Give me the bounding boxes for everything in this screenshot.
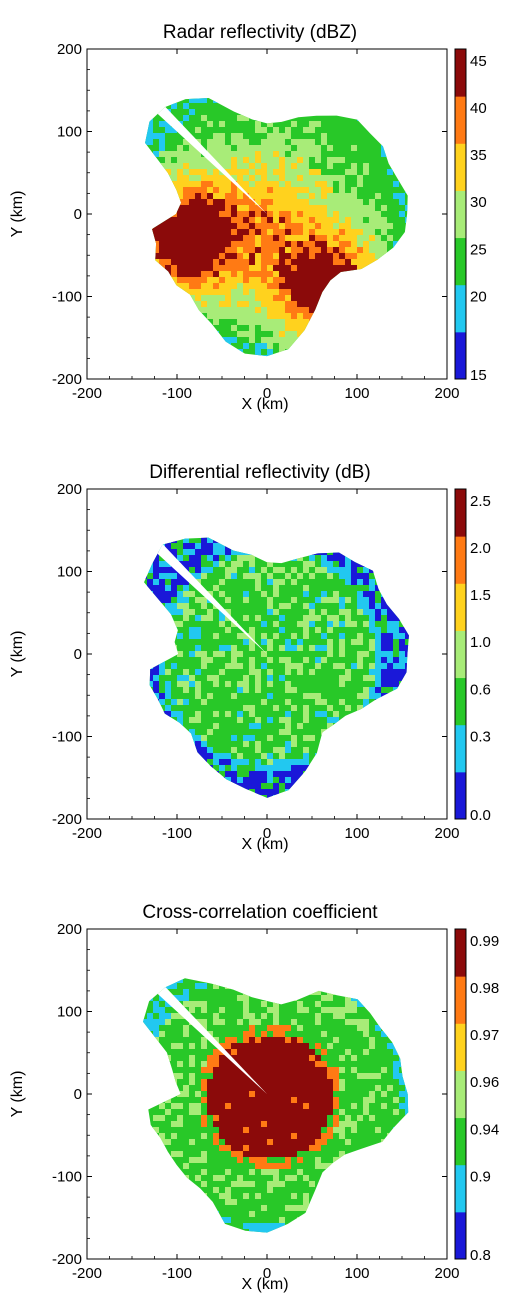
colorbar-label: 40 <box>470 100 487 117</box>
colorbar-segment <box>455 284 466 333</box>
chart-title: Cross-correlation coefficient <box>142 902 378 923</box>
colorbar-label: 45 <box>470 53 487 70</box>
y-tick-label: 0 <box>74 1086 82 1103</box>
colorbar-segment <box>455 771 466 820</box>
colorbar-segment <box>455 724 466 773</box>
colorbar-label: 0.3 <box>470 729 491 746</box>
plot-frame <box>86 488 448 820</box>
colorbar-segment <box>455 331 466 380</box>
y-tick-label: -100 <box>52 729 82 746</box>
x-tick-label: 200 <box>434 1265 459 1282</box>
colorbar-segment <box>455 190 466 239</box>
colorbar-label: 20 <box>470 289 487 306</box>
colorbar-segment <box>455 489 466 537</box>
plot-frame <box>86 928 448 1260</box>
x-tick-label: -100 <box>162 825 192 842</box>
colorbar-label: 25 <box>470 241 487 258</box>
x-axis-label: X (km) <box>241 1276 288 1293</box>
colorbar-frame <box>454 488 467 820</box>
chart-title: Radar reflectivity (dBZ) <box>163 22 357 43</box>
y-tick-label: 200 <box>57 921 82 938</box>
axes: -200 -100 0 100 200 -200 -100 0 100 200 <box>52 921 460 1282</box>
x-tick-label: -200 <box>72 1265 102 1282</box>
x-tick-label: -100 <box>162 385 192 402</box>
colorbar-segment <box>455 1023 466 1071</box>
colorbar-label: 0.8 <box>470 1247 491 1264</box>
x-tick-label: -200 <box>72 385 102 402</box>
y-tick-label: -100 <box>52 1169 82 1186</box>
cross-correlation-panel: Cross-correlation coefficient -200 -100 0 1… <box>9 902 499 1293</box>
x-tick-label: 200 <box>434 825 459 842</box>
axes: -200 -100 0 100 200 -200 -100 0 100 200 <box>52 41 460 402</box>
colorbar-segment <box>455 976 466 1024</box>
x-tick-label: -200 <box>72 825 102 842</box>
y-tick-label: 200 <box>57 41 82 58</box>
y-tick-label: -200 <box>52 1251 82 1268</box>
colorbar-segment <box>455 630 466 679</box>
x-tick-label: 0 <box>263 825 271 842</box>
colorbar-segment <box>455 929 466 977</box>
y-axis-label: Y (km) <box>9 631 26 678</box>
colorbar-label: 0.98 <box>470 980 499 997</box>
colorbar: 0.8 0.9 0.94 0.96 0.97 0.98 0.99 <box>454 928 499 1264</box>
colorbar-segment <box>455 583 466 631</box>
x-tick-label: 0 <box>263 385 271 402</box>
x-axis-label: X (km) <box>241 836 288 853</box>
reflectivity-panel: Radar reflectivity (dBZ) -200 -100 0 100 200… <box>9 22 487 413</box>
colorbar-segment <box>455 536 466 584</box>
y-tick-label: 100 <box>57 124 82 141</box>
colorbar-label: 0.9 <box>470 1169 491 1186</box>
colorbar-segment <box>455 49 466 97</box>
colorbar-segment <box>455 96 466 144</box>
colorbar-frame <box>454 928 467 1260</box>
colorbar-label: 2.0 <box>470 540 491 557</box>
x-tick-label: 0 <box>263 1265 271 1282</box>
y-tick-label: 100 <box>57 1004 82 1021</box>
y-tick-label: -200 <box>52 811 82 828</box>
colorbar-segment <box>455 1117 466 1166</box>
axes: -200 -100 0 100 200 -200 -100 0 100 200 <box>52 481 460 842</box>
colorbar-segment <box>455 143 466 191</box>
y-axis-label: Y (km) <box>9 191 26 238</box>
colorbar-label: 30 <box>470 194 487 211</box>
colorbar-frame <box>454 48 467 380</box>
colorbar-segment <box>455 1211 466 1260</box>
colorbar-label: 0.94 <box>470 1121 499 1138</box>
colorbar-segment <box>455 237 466 286</box>
x-tick-label: 200 <box>434 385 459 402</box>
colorbar-segment <box>455 1164 466 1213</box>
colorbar-segment <box>455 1070 466 1119</box>
colorbar-label: 0.0 <box>470 807 491 824</box>
colorbar-label: 2.5 <box>470 493 491 510</box>
colorbar-label: 15 <box>470 367 487 384</box>
y-tick-label: -200 <box>52 371 82 388</box>
y-axis-label: Y (km) <box>9 1071 26 1118</box>
y-tick-label: 200 <box>57 481 82 498</box>
colorbar-label: 0.97 <box>470 1027 499 1044</box>
colorbar: 0.0 0.3 0.6 1.0 1.5 2.0 2.5 <box>454 488 491 824</box>
colorbar-label: 35 <box>470 147 487 164</box>
x-axis-label: X (km) <box>241 396 288 413</box>
y-tick-label: -100 <box>52 289 82 306</box>
colorbar-label: 0.96 <box>470 1074 499 1091</box>
x-tick-label: -100 <box>162 1265 192 1282</box>
differential-reflectivity-panel: Differential reflectivity (dB) -200 -100 0… <box>9 462 491 853</box>
x-tick-label: 100 <box>344 825 369 842</box>
chart-title: Differential reflectivity (dB) <box>149 462 370 483</box>
colorbar-segment <box>455 677 466 726</box>
colorbar-label: 0.6 <box>470 681 491 698</box>
x-tick-label: 100 <box>344 385 369 402</box>
plot-frame <box>86 48 448 380</box>
y-tick-label: 0 <box>74 646 82 663</box>
x-tick-label: 100 <box>344 1265 369 1282</box>
colorbar-label: 1.0 <box>470 634 491 651</box>
y-tick-label: 0 <box>74 206 82 223</box>
colorbar-label: 0.99 <box>470 933 499 950</box>
colorbar: 15 20 25 30 35 40 45 <box>454 48 487 384</box>
colorbar-label: 1.5 <box>470 587 491 604</box>
y-tick-label: 100 <box>57 564 82 581</box>
